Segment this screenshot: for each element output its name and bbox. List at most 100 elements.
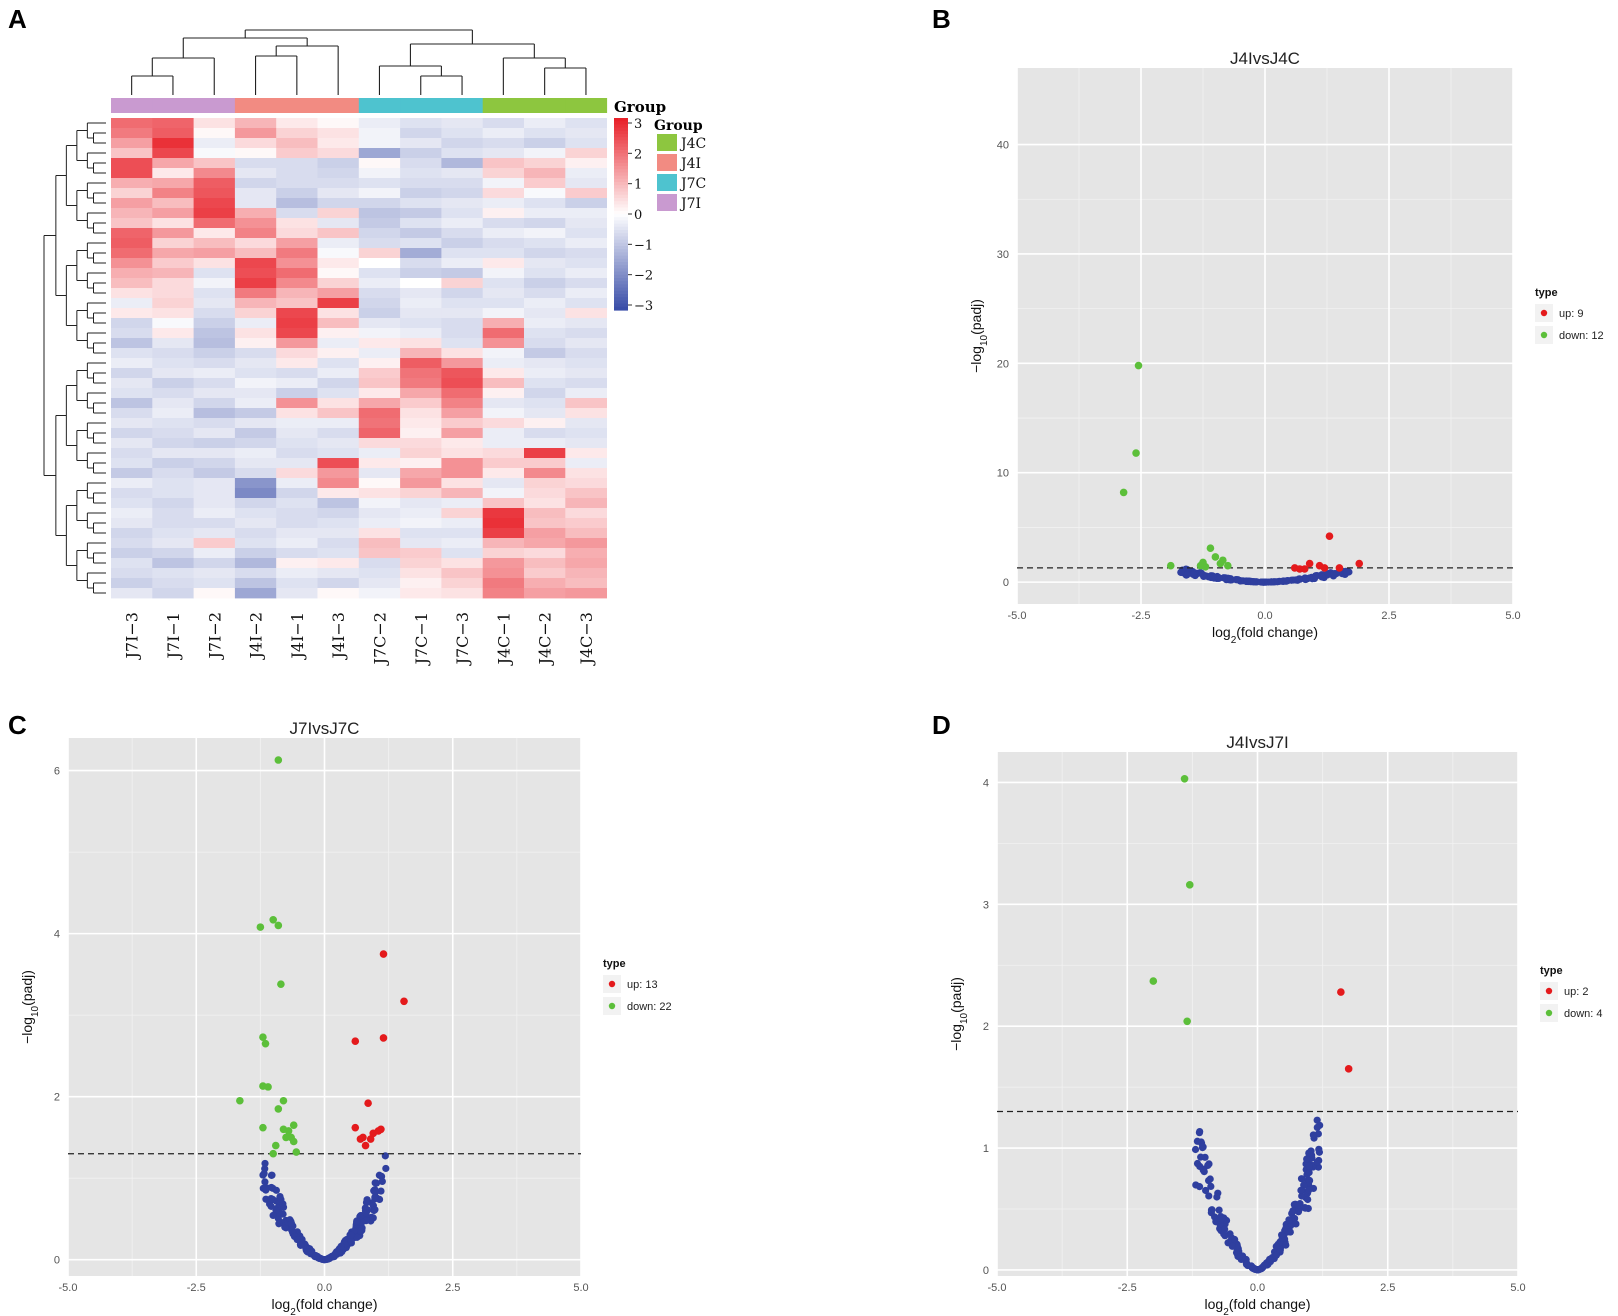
heatmap-cell xyxy=(565,328,607,339)
heatmap-cell xyxy=(400,278,442,289)
down-point xyxy=(271,1141,280,1150)
heatmap-cell xyxy=(111,318,153,329)
heatmap-cell xyxy=(482,498,525,509)
heatmap-cell xyxy=(152,408,194,419)
y-tick-label: 6 xyxy=(54,766,60,778)
heatmap-cell xyxy=(565,308,607,319)
group-bar-segment xyxy=(193,98,236,113)
up-point xyxy=(1355,559,1364,568)
heatmap-cell xyxy=(358,228,401,239)
up-point xyxy=(379,950,388,958)
heatmap-cell xyxy=(234,158,277,169)
heatmap-cell xyxy=(482,298,525,309)
nonsig-point xyxy=(304,1248,312,1256)
heatmap-cell xyxy=(152,448,194,459)
down-point xyxy=(1132,449,1140,457)
heatmap-cell xyxy=(441,288,484,299)
heatmap-cell xyxy=(565,278,607,289)
heatmap-cell xyxy=(482,138,525,149)
heatmap-cell xyxy=(152,198,194,209)
heatmap-cell xyxy=(441,318,484,329)
heatmap-cell xyxy=(111,498,153,509)
nonsig-point xyxy=(1313,1116,1321,1124)
heatmap-cell xyxy=(565,538,607,549)
up-point xyxy=(1335,564,1344,572)
heatmap-cell xyxy=(152,118,194,129)
heatmap-cell xyxy=(193,338,236,349)
heatmap-cell xyxy=(317,578,360,589)
heatmap-cell xyxy=(234,568,277,579)
heatmap-cell xyxy=(234,348,277,359)
heatmap-cell xyxy=(524,528,566,539)
heatmap-cell xyxy=(111,528,153,539)
heatmap-cell xyxy=(441,448,484,459)
down-point xyxy=(269,915,278,924)
heatmap-cell xyxy=(565,258,607,269)
nonsig-point xyxy=(1297,1175,1306,1183)
up-point xyxy=(400,997,408,1006)
heatmap-cell xyxy=(358,388,401,399)
heatmap-cell xyxy=(400,398,442,409)
heatmap-cell xyxy=(317,458,360,469)
y-tick-label: 0 xyxy=(983,1265,989,1277)
heatmap-cell xyxy=(400,268,442,279)
heatmap-cell xyxy=(441,228,484,239)
nonsig-point xyxy=(1205,1192,1213,1200)
x-tick-label: 2.5 xyxy=(1380,1282,1395,1294)
heatmap-cell xyxy=(482,588,525,599)
nonsig-point xyxy=(331,1250,339,1259)
x-tick-label: 0.0 xyxy=(317,1282,332,1294)
heatmap-cell xyxy=(193,468,236,479)
heatmap-cell xyxy=(482,118,525,129)
heatmap-cell xyxy=(193,198,236,209)
heatmap-cell xyxy=(565,468,607,479)
heatmap-cell xyxy=(152,128,194,139)
heatmap-cell xyxy=(317,358,360,369)
heatmap-cell xyxy=(482,428,525,439)
heatmap-cell xyxy=(358,118,401,129)
heatmap-cell xyxy=(234,388,277,399)
heatmap-cell xyxy=(152,318,194,329)
heatmap-cell xyxy=(234,218,277,229)
heatmap-cell xyxy=(111,538,153,549)
colorbar-step xyxy=(614,233,628,237)
heatmap-cell xyxy=(193,428,236,439)
y-tick-label: 4 xyxy=(54,929,60,941)
nonsig-point xyxy=(1305,1186,1313,1194)
heatmap-cell xyxy=(276,228,318,239)
heatmap-cell xyxy=(482,528,525,539)
heatmap-cell xyxy=(441,408,484,419)
colorbar-step xyxy=(614,210,628,215)
heatmap-cell xyxy=(276,518,318,529)
heatmap-cell xyxy=(565,288,607,299)
down-point xyxy=(279,1096,288,1105)
heatmap-cell xyxy=(111,548,153,559)
heatmap-cell xyxy=(524,588,566,599)
heatmap-cell xyxy=(482,418,525,429)
heatmap-cell xyxy=(441,368,484,379)
y-tick-label: 3 xyxy=(983,899,989,911)
colorbar-tick-label: 3 xyxy=(634,117,642,132)
heatmap-cell xyxy=(193,408,236,419)
heatmap-cell xyxy=(111,278,153,289)
heatmap-cells xyxy=(111,118,607,599)
up-point xyxy=(356,1135,365,1143)
down-point xyxy=(292,1148,301,1156)
heatmap-cell xyxy=(152,378,194,389)
heatmap-cell xyxy=(276,528,318,539)
legend-title: type xyxy=(1540,965,1563,977)
heatmap-cell xyxy=(400,178,442,189)
column-label: J4I−3 xyxy=(329,612,348,661)
heatmap-cell xyxy=(152,268,194,279)
heatmap-cell xyxy=(234,538,277,549)
heatmap-cell xyxy=(565,148,607,159)
heatmap-cell xyxy=(193,388,236,399)
heatmap-cell xyxy=(358,238,401,249)
heatmap-cell xyxy=(193,528,236,539)
heatmap-cell xyxy=(193,398,236,409)
y-tick-label: 2 xyxy=(983,1021,989,1033)
heatmap-cell xyxy=(482,348,525,359)
nonsig-point xyxy=(371,1206,379,1214)
colorbar-step xyxy=(614,137,628,141)
up-point xyxy=(1305,559,1314,568)
